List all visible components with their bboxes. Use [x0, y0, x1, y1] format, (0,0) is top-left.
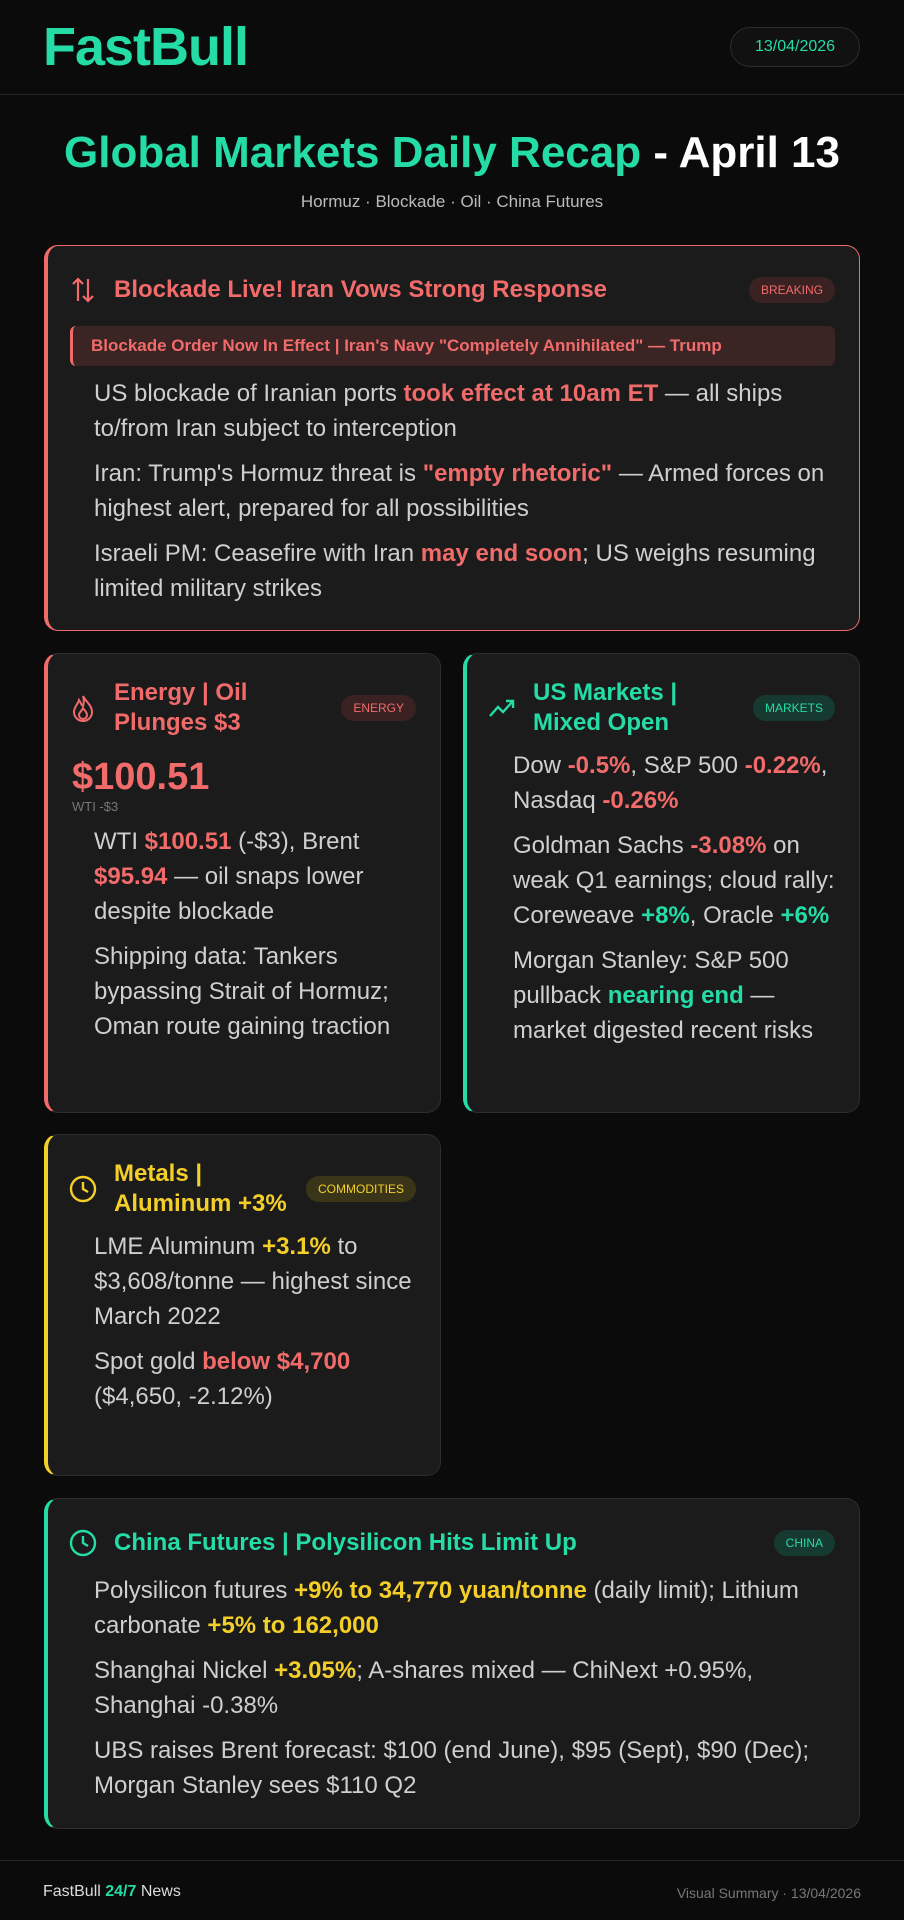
card: Metals | Aluminum +3% COMMODITIES LME Alum… [44, 1134, 441, 1476]
text: , S&P 500 [630, 752, 745, 779]
card-header: Energy | Oil Plunges $3 ENERGY [68, 678, 416, 738]
card-icon [69, 1175, 97, 1203]
tag: MARKETS [752, 695, 835, 721]
text: UBS raises Brent forecast: $100 (end Jun… [94, 1737, 810, 1799]
price: $100.51 [72, 756, 210, 798]
card-title: US Markets | Mixed Open [533, 679, 678, 736]
highlight: nearing end [607, 982, 744, 1009]
card-header: Blockade Live! Iran Vows Strong Response… [68, 270, 835, 310]
card-title: China Futures | Polysilicon Hits Limit U… [114, 1529, 577, 1556]
card-icon [69, 1529, 97, 1557]
text: on weak Q1 earnings; cloud rally: Corewe… [513, 832, 835, 929]
bullet-item: Dow -0.5%, S&P 500 -0.22%, Nasdaq -0.26% [513, 748, 835, 818]
page-title: Global Markets Daily Recap - April 13 [0, 128, 904, 178]
brand-highlight: 24/7 [105, 1883, 137, 1900]
bullet-item: Shipping data: Tankers bypassing Strait … [94, 939, 416, 1044]
bullet-item: Israeli PM: Ceasefire with Iran may end … [94, 536, 835, 606]
subtitle: Hormuz · Blockade · Oil · China Futures [300, 192, 604, 211]
text: (daily limit); Lithium carbonate [94, 1577, 799, 1639]
highlight: -0.26% [602, 787, 679, 814]
card-header: US Markets | Mixed Open MARKETS [487, 678, 835, 738]
text: — Armed forces on highest alert, prepare… [94, 460, 825, 522]
text: Shipping data: Tankers bypassing Strait … [94, 943, 391, 1040]
text: ($4,650, -2.12%) [94, 1383, 273, 1410]
text: Iran: Trump's Hormuz threat is [94, 460, 423, 487]
text: — oil snaps lower despite blockade [94, 863, 364, 925]
text: Israeli PM: Ceasefire with Iran [94, 540, 421, 567]
footer-brand: FastBull 24/7 News [43, 1883, 181, 1901]
highlight: $100.51 [144, 828, 232, 855]
footer: FastBull 24/7 News Visual Summary · 13/0… [0, 1860, 904, 1920]
bullet-item: Shanghai Nickel +3.05%; A-shares mixed —… [94, 1653, 835, 1723]
card: Energy | Oil Plunges $3 ENERGY $100.51 WTI … [44, 653, 441, 1113]
card-title: Metals | Aluminum +3% [114, 1160, 287, 1217]
bullet-item: Morgan Stanley: S&P 500 pullback nearing… [513, 943, 835, 1048]
card: US Markets | Mixed Open MARKETS Dow -0.5%,… [463, 653, 860, 1113]
highlight: +3.05% [274, 1657, 357, 1684]
text: Dow [513, 752, 568, 779]
highlight: may end soon [420, 540, 583, 567]
card-icon [72, 695, 94, 722]
title-rest: - April 13 [653, 128, 840, 177]
text: — all ships to/from Iran subject to inte… [94, 380, 783, 442]
footer-right: Visual Summary · 13/04/2026 [676, 1885, 861, 1901]
text: ; US weighs resuming limited military st… [94, 540, 816, 602]
highlight: +5% to 162,000 [207, 1612, 379, 1639]
brand: FastBull [43, 1883, 101, 1900]
text: ; A-shares mixed — ChiNext +0.95%, Shang… [94, 1657, 754, 1719]
bullet-item: LME Aluminum +3.1% to $3,608/tonne — hig… [94, 1229, 416, 1334]
title-main: Global Markets Daily Recap [64, 128, 642, 177]
highlight: +9% to 34,770 yuan/tonne [294, 1577, 587, 1604]
tag: CHINA [773, 1530, 835, 1556]
bullet-item: Goldman Sachs -3.08% on weak Q1 earnings… [513, 828, 835, 933]
brand-rest: News [140, 1883, 181, 1900]
bullet-item: Polysilicon futures +9% to 34,770 yuan/t… [94, 1573, 835, 1643]
text: , Oracle [689, 902, 781, 929]
text: Polysilicon futures [94, 1577, 295, 1604]
highlight: below $4,700 [202, 1348, 351, 1375]
card-title: Blockade Live! Iran Vows Strong Response [114, 276, 608, 303]
text: Spot gold [94, 1348, 203, 1375]
card: Blockade Live! Iran Vows Strong Response… [44, 245, 860, 631]
card-icon [72, 277, 94, 303]
bullet-item: US blockade of Iranian ports took effect… [94, 376, 835, 446]
header: FastBull 13/04/2026 [0, 0, 904, 95]
highlight: +6% [780, 902, 830, 929]
text: , Nasdaq [513, 752, 828, 814]
text: — market digested recent risks [513, 982, 814, 1044]
banner: Blockade Order Now In Effect | Iran's Na… [70, 326, 835, 366]
tag: BREAKING [748, 277, 835, 303]
tag: ENERGY [341, 695, 416, 721]
text: US blockade of Iranian ports [94, 380, 404, 407]
highlight: -0.22% [744, 752, 821, 779]
date-pill: 13/04/2026 [730, 27, 860, 67]
text: to $3,608/tonne — highest since March 20… [94, 1233, 412, 1330]
highlight: -3.08% [690, 832, 767, 859]
card-header: Metals | Aluminum +3% COMMODITIES [68, 1159, 416, 1219]
card-title: Energy | Oil Plunges $3 [114, 679, 248, 736]
highlight: +3.1% [262, 1233, 331, 1260]
logo[interactable]: FastBull [43, 17, 249, 77]
bullet-item: Spot gold below $4,700 ($4,650, -2.12%) [94, 1344, 416, 1414]
card-icon [489, 699, 515, 717]
tag: COMMODITIES [306, 1176, 416, 1202]
text: (-$3), Brent [231, 828, 360, 855]
highlight: "empty rhetoric" [422, 460, 613, 487]
text: Goldman Sachs [513, 832, 691, 859]
card: China Futures | Polysilicon Hits Limit U… [44, 1498, 860, 1829]
text: Morgan Stanley: S&P 500 pullback [513, 947, 789, 1009]
bullet-item: WTI $100.51 (-$3), Brent $95.94 — oil sn… [94, 824, 416, 929]
text: Shanghai Nickel [94, 1657, 275, 1684]
bullet-item: Iran: Trump's Hormuz threat is "empty rh… [94, 456, 835, 526]
highlight: +8% [641, 902, 690, 929]
text: WTI [94, 828, 145, 855]
price-note: WTI -$3 [72, 799, 119, 814]
highlight: $95.94 [94, 863, 168, 890]
highlight: -0.5% [567, 752, 631, 779]
text: LME Aluminum [94, 1233, 263, 1260]
highlight: took effect at 10am ET [403, 380, 659, 407]
card-header: China Futures | Polysilicon Hits Limit U… [68, 1523, 835, 1563]
bullet-item: UBS raises Brent forecast: $100 (end Jun… [94, 1733, 835, 1803]
